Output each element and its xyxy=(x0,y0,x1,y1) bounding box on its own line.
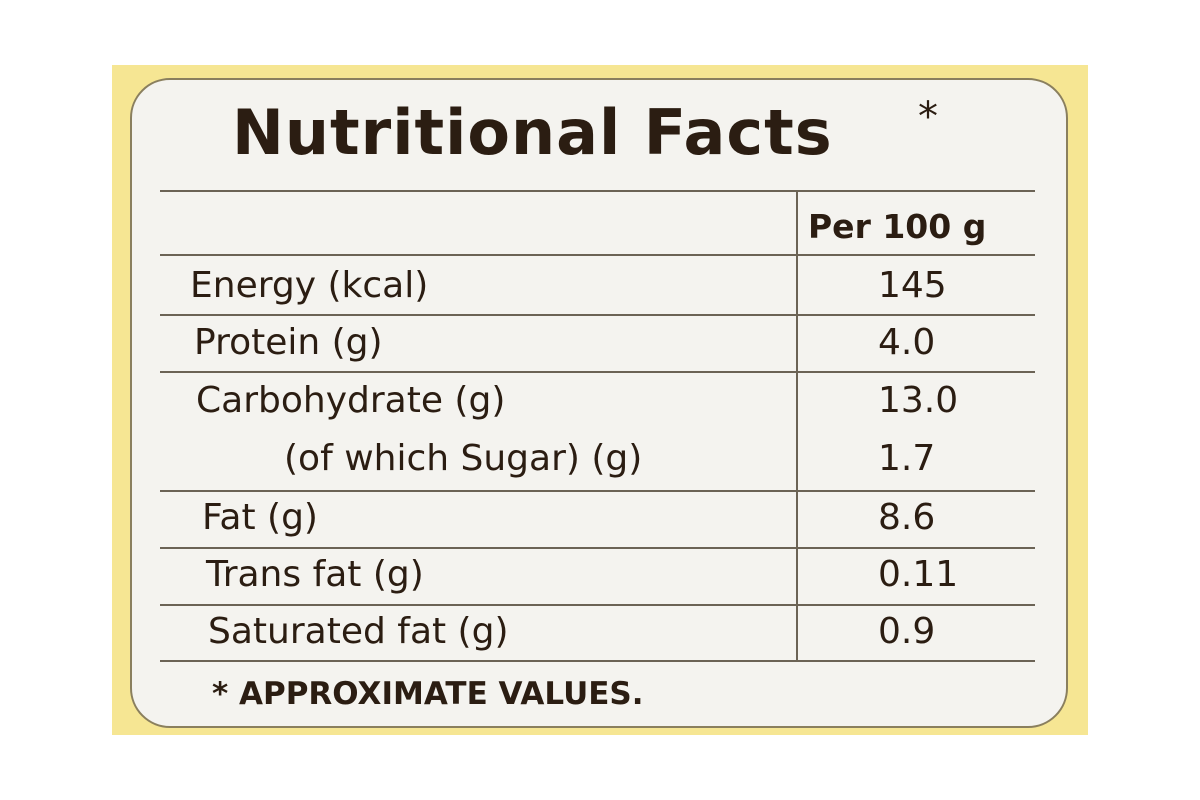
table-line xyxy=(160,604,1035,606)
nutrient-name: Trans fat (g) xyxy=(206,554,424,595)
column-divider xyxy=(796,190,798,660)
title: Nutritional Facts xyxy=(232,96,833,169)
table-line xyxy=(160,190,1035,192)
nutrient-name: Carbohydrate (g) xyxy=(196,380,506,421)
nutrient-value: 13.0 xyxy=(878,380,959,421)
footnote: * APPROXIMATE VALUES. xyxy=(212,676,644,712)
nutrient-value: 145 xyxy=(878,265,947,306)
table-line xyxy=(160,490,1035,492)
nutrient-value: 4.0 xyxy=(878,322,936,363)
nutrient-value: 8.6 xyxy=(878,497,936,538)
table-line xyxy=(160,660,1035,662)
nutrient-name: Saturated fat (g) xyxy=(208,611,509,652)
nutrient-name: (of which Sugar) (g) xyxy=(284,438,643,479)
table-line xyxy=(160,314,1035,316)
nutrient-name: Protein (g) xyxy=(194,322,383,363)
nutrient-value: 0.11 xyxy=(878,554,959,595)
table-line xyxy=(160,371,1035,373)
column-header: Per 100 g xyxy=(808,207,987,246)
label-card xyxy=(130,78,1068,728)
nutrient-value: 1.7 xyxy=(878,438,936,479)
title-mark: * xyxy=(918,94,938,140)
nutrient-value: 0.9 xyxy=(878,611,936,652)
table-line xyxy=(160,254,1035,256)
table-line xyxy=(160,547,1035,549)
nutrient-name: Energy (kcal) xyxy=(190,265,429,306)
nutrient-name: Fat (g) xyxy=(202,497,318,538)
